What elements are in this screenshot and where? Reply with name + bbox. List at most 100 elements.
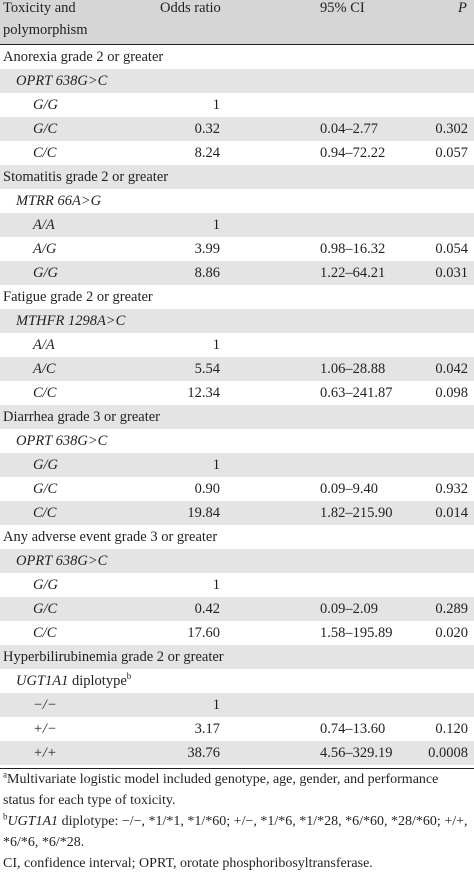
polymorphism-row: OPRT 638G>C — [0, 429, 474, 453]
ci-cell: 0.09–2.09 — [320, 601, 378, 617]
p-value-cell: 0.057 — [435, 145, 468, 161]
table-row: G/G 1 — [0, 573, 474, 597]
footnote-c-text: CI, confidence interval; OPRT, orotate p… — [3, 856, 373, 871]
p-value-cell: 0.014 — [435, 505, 468, 521]
ci-cell: 1.82–215.90 — [320, 505, 393, 521]
header-odds-ratio: Odds ratio — [160, 0, 221, 16]
table-row: G/G 1 — [0, 453, 474, 477]
polymorphism-row: OPRT 638G>C — [0, 69, 474, 93]
table-row: G/C 0.42 0.09–2.09 0.289 — [0, 597, 474, 621]
table-row: C/C 8.24 0.94–72.22 0.057 — [0, 141, 474, 165]
table-row: G/G 8.86 1.22–64.21 0.031 — [0, 261, 474, 285]
genotype-cell: G/G — [33, 97, 58, 113]
polymorphism-suffix: diplotype — [68, 673, 127, 689]
table-row: A/A 1 — [0, 333, 474, 357]
polymorphism-row: OPRT 638G>C — [0, 549, 474, 573]
odds-ratio-cell: 19.84 — [187, 505, 220, 521]
p-value-cell: 0.031 — [435, 265, 468, 281]
ci-cell: 0.09–9.40 — [320, 481, 378, 497]
odds-ratio-cell: 8.24 — [194, 145, 220, 161]
odds-ratio-cell: 1 — [212, 337, 220, 353]
genotype-cell: G/G — [33, 457, 58, 473]
odds-ratio-cell: 1 — [212, 97, 220, 113]
odds-ratio-cell: 8.86 — [194, 265, 220, 281]
header-p: P — [458, 0, 467, 16]
table-row: C/C 12.34 0.63–241.87 0.098 — [0, 381, 474, 405]
toxicity-section-row: Hyperbilirubinemia grade 2 or greater — [0, 645, 474, 669]
p-value-cell: 0.098 — [435, 385, 468, 401]
toxicity-section-row: Diarrhea grade 3 or greater — [0, 405, 474, 429]
genotype-cell: C/C — [33, 385, 57, 401]
table-row: C/C 19.84 1.82–215.90 0.014 — [0, 501, 474, 525]
p-value-cell: 0.932 — [435, 481, 468, 497]
header-ci: 95% CI — [320, 0, 365, 16]
polymorphism-label: MTHFR 1298A>C — [16, 313, 126, 329]
table-row: G/C 0.32 0.04–2.77 0.302 — [0, 117, 474, 141]
toxicity-section-row: Stomatitis grade 2 or greater — [0, 165, 474, 189]
table-row: G/C 0.90 0.09–9.40 0.932 — [0, 477, 474, 501]
ci-cell: 1.22–64.21 — [320, 265, 386, 281]
toxicity-label: Diarrhea grade 3 or greater — [3, 409, 160, 425]
genotype-cell: +/− — [33, 721, 57, 737]
genotype-cell: C/C — [33, 145, 57, 161]
p-value-cell: 0.302 — [435, 121, 468, 137]
p-value-cell: 0.054 — [435, 241, 468, 257]
footnote-a-text: Multivariate logistic model included gen… — [3, 772, 439, 808]
ci-cell: 0.63–241.87 — [320, 385, 393, 401]
table-row: A/A 1 — [0, 213, 474, 237]
odds-ratio-cell: 17.60 — [187, 625, 220, 641]
genotype-cell: −/− — [33, 697, 57, 713]
p-value-cell: 0.0008 — [428, 745, 468, 761]
toxicity-section-row: Anorexia grade 2 or greater — [0, 45, 474, 69]
table-bottom-rule — [0, 768, 474, 769]
header-toxicity-line2: polymorphism — [3, 22, 88, 38]
toxicity-label: Anorexia grade 2 or greater — [3, 49, 164, 65]
genotype-cell: G/G — [33, 577, 58, 593]
ci-cell: 0.04–2.77 — [320, 121, 378, 137]
genotype-cell: A/C — [33, 361, 56, 377]
footnote-ref: b — [126, 671, 132, 682]
p-value-cell: 0.042 — [435, 361, 468, 377]
ci-cell: 1.06–28.88 — [320, 361, 386, 377]
table-header: Toxicity and polymorphism Odds ratio 95%… — [0, 0, 474, 45]
ci-cell: 4.56–329.19 — [320, 745, 393, 761]
odds-ratio-cell: 1 — [212, 217, 220, 233]
polymorphism-label: OPRT 638G>C — [16, 553, 108, 569]
table-row: +/− 3.17 0.74–13.60 0.120 — [0, 717, 474, 741]
polymorphism-row: UGT1A1 diplotypeb — [0, 669, 474, 693]
p-value-cell: 0.020 — [435, 625, 468, 641]
footnote-b-text: diplotype: −/−, *1/*1, *1/*60; +/−, *1/*… — [3, 814, 468, 850]
ci-cell: 0.98–16.32 — [320, 241, 386, 257]
genotype-cell: G/C — [33, 601, 58, 617]
odds-ratio-cell: 3.17 — [194, 721, 220, 737]
genotype-cell: +/+ — [33, 745, 57, 761]
genotype-cell: G/G — [33, 265, 58, 281]
polymorphism-row: MTHFR 1298A>C — [0, 309, 474, 333]
ci-cell: 1.58–195.89 — [320, 625, 393, 641]
footnote-b-mark: b — [3, 811, 8, 822]
footnote-a: aMultivariate logistic model included ge… — [3, 769, 471, 811]
polymorphism-gene: UGT1A1 — [16, 673, 69, 689]
footnote-b-gene: UGT1A1 — [7, 814, 59, 829]
table-row: G/G 1 — [0, 93, 474, 117]
ci-cell: 0.74–13.60 — [320, 721, 386, 737]
polymorphism-label: OPRT 638G>C — [16, 73, 108, 89]
genotype-cell: C/C — [33, 505, 57, 521]
header-toxicity-line1: Toxicity and — [3, 0, 76, 16]
polymorphism-row: MTRR 66A>G — [0, 189, 474, 213]
footnote-b: bUGT1A1 diplotype: −/−, *1/*1, *1/*60; +… — [3, 811, 471, 853]
genotype-cell: A/A — [33, 217, 55, 233]
ci-cell: 0.94–72.22 — [320, 145, 386, 161]
odds-ratio-cell: 0.90 — [194, 481, 220, 497]
polymorphism-label: UGT1A1 diplotypeb — [16, 669, 131, 693]
odds-ratio-cell: 0.32 — [194, 121, 220, 137]
p-value-cell: 0.120 — [435, 721, 468, 737]
genotype-cell: G/C — [33, 481, 58, 497]
table-row: A/G 3.99 0.98–16.32 0.054 — [0, 237, 474, 261]
polymorphism-label: MTRR 66A>G — [16, 193, 102, 209]
odds-ratio-cell: 1 — [212, 577, 220, 593]
odds-ratio-cell: 38.76 — [187, 745, 220, 761]
toxicity-section-row: Fatigue grade 2 or greater — [0, 285, 474, 309]
genotype-cell: G/C — [33, 121, 58, 137]
odds-ratio-cell: 5.54 — [194, 361, 220, 377]
